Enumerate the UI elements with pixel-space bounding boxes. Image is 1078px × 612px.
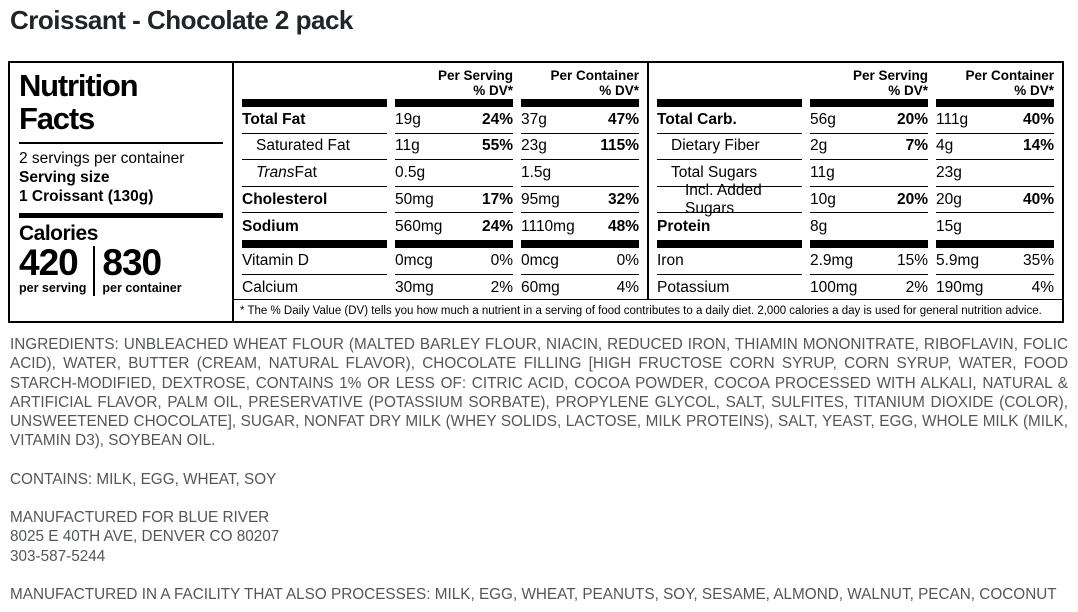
nutrient-row-cholesterol: Cholesterol 50mg 17% 95mg 32% — [242, 187, 639, 214]
daily-value-footnote: * The % Daily Value (DV) tells you how m… — [234, 299, 1062, 321]
serving-size-value: 1 Croissant (130g) — [19, 188, 154, 205]
fat-table: Per Serving % DV* Per Container % DV* To… — [234, 63, 647, 299]
calories-per-serving-value: 420 — [19, 242, 79, 283]
divider — [19, 142, 223, 144]
carb-table-header: Per Serving % DV* Per Container % DV* — [657, 66, 1054, 99]
nutrient-row-dietary-fiber: Dietary Fiber 2g 7% 4g 14% — [657, 134, 1054, 161]
manufacturer-line: MANUFACTURED FOR BLUE RIVER — [10, 509, 270, 527]
dv-header: % DV* — [1014, 82, 1054, 98]
per-container-header: Per Container % DV* — [936, 68, 1054, 98]
contains-text: CONTAINS: MILK, EGG, WHEAT, SOY — [10, 470, 277, 488]
calories-per-container-value: 830 — [102, 242, 162, 283]
section-bar — [657, 99, 1054, 107]
nutrient-row-total-fat: Total Fat 19g 24% 37g 47% — [242, 107, 639, 134]
dv-header: % DV* — [473, 82, 513, 98]
nutrient-row-total-sugars: Total Sugars 11g 23g — [657, 160, 1054, 187]
nutrition-facts-panel: Nutrition Facts 2 servings per container… — [8, 61, 1064, 323]
nutrient-row-trans-fat: Trans Fat 0.5g 1.5g — [242, 160, 639, 187]
facility-text: MANUFACTURED IN A FACILITY THAT ALSO PRO… — [10, 585, 1057, 603]
product-details: INGREDIENTS: UNBLEACHED WHEAT FLOUR (MAL… — [10, 335, 1068, 604]
calories-per-serving-caption: per serving — [19, 281, 87, 295]
divider — [19, 213, 223, 218]
page-title: Croissant - Chocolate 2 pack — [10, 5, 353, 35]
dv-header: % DV* — [888, 82, 928, 98]
manufacturer-phone: 303-587-5244 — [10, 547, 106, 565]
section-bar — [242, 239, 639, 248]
nutrient-row-protein: Protein 8g 15g — [657, 217, 962, 235]
ingredients-text: INGREDIENTS: UNBLEACHED WHEAT FLOUR (MAL… — [10, 336, 1068, 450]
serving-size-label: Serving size — [19, 169, 110, 186]
per-serving-header: Per Serving % DV* — [395, 68, 513, 98]
fat-table-header: Per Serving % DV* Per Container % DV* — [242, 66, 639, 99]
nutrient-row-sodium: Sodium 560mg 24% 1110mg 48% — [242, 217, 639, 235]
nutrition-facts-summary: Nutrition Facts 2 servings per container… — [10, 63, 234, 321]
calories-per-container-caption: per container — [102, 281, 182, 295]
servings-per-container: 2 servings per container — [19, 150, 185, 167]
nutrition-facts-heading-line1: Nutrition — [19, 68, 139, 103]
manufacturer-block: MANUFACTURED FOR BLUE RIVER 8025 E 40TH … — [10, 508, 1068, 566]
nutrition-facts-heading: Nutrition Facts — [19, 69, 223, 135]
nutrient-row-total-carb: Total Carb. 56g 20% 111g 40% — [657, 107, 1054, 134]
calories-divider — [93, 246, 96, 296]
nutrition-facts-heading-line2: Facts — [19, 101, 95, 136]
nutrient-row-vitamin-d: Vitamin D 0mcg 0% 0mcg 0% — [242, 248, 639, 275]
carb-table: Per Serving % DV* Per Container % DV* To… — [649, 63, 1062, 299]
nutrient-row-added-sugars: Incl. Added Sugars 10g 20% 20g 40% — [657, 182, 1054, 217]
calories-label: Calories — [19, 222, 98, 245]
dv-header: % DV* — [599, 82, 639, 98]
nutrient-row-iron: Iron 2.9mg 15% 5.9mg 35% — [657, 248, 1054, 275]
section-bar — [657, 239, 1054, 248]
nutrient-row-calcium: Calcium 30mg 2% 60mg 4% — [242, 278, 639, 296]
nutrient-row-saturated-fat: Saturated Fat 11g 55% 23g 115% — [242, 134, 639, 161]
table-divider — [647, 63, 649, 299]
nutrient-row-potassium: Potassium 100mg 2% 190mg 4% — [657, 278, 1054, 296]
per-container-header: Per Container % DV* — [521, 68, 639, 98]
calories-values: 420 per serving 830 per container — [19, 242, 223, 296]
section-bar — [242, 99, 639, 107]
per-serving-header: Per Serving % DV* — [810, 68, 928, 98]
manufacturer-address: 8025 E 40TH AVE, DENVER CO 80207 — [10, 528, 280, 546]
